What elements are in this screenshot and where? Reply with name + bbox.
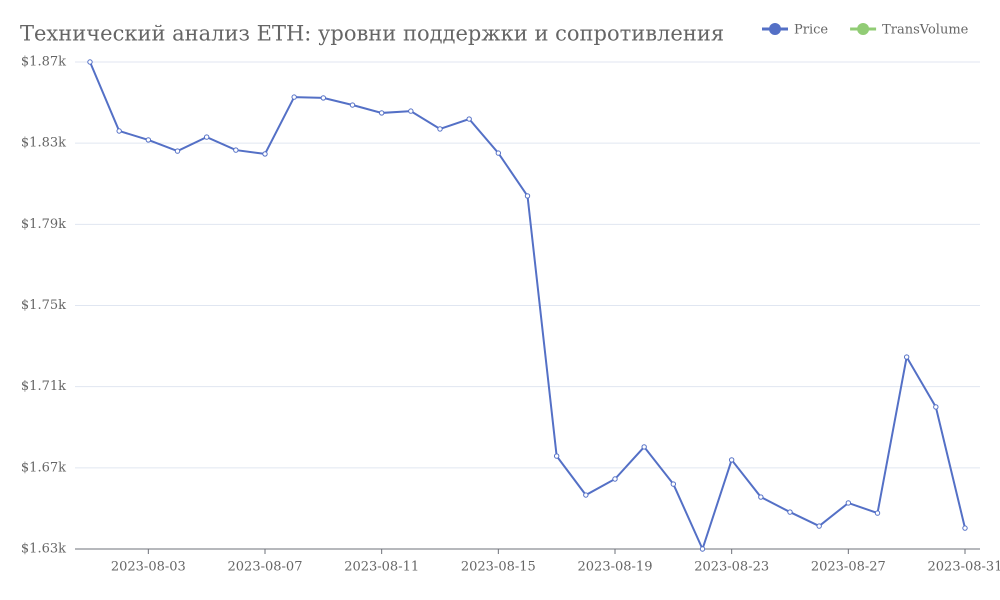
point: [845, 500, 852, 506]
point: [583, 492, 589, 498]
y-tick-label: $1.83k: [21, 136, 66, 151]
point: [203, 134, 210, 140]
point: [349, 102, 356, 108]
point: [933, 404, 939, 410]
x-tick-label: 2023-08-31: [928, 560, 1000, 575]
x-tick-label: 2023-08-03: [111, 560, 186, 575]
point: [728, 457, 735, 463]
point: [962, 525, 968, 531]
point: [787, 509, 793, 515]
y-tick-label: $1.87k: [21, 55, 66, 70]
y-tick-label: $1.75k: [21, 298, 66, 313]
x-tick-label: 2023-08-07: [228, 560, 303, 575]
point: [641, 444, 647, 450]
point: [903, 354, 910, 360]
legend-label: Price: [794, 23, 828, 38]
point: [87, 59, 93, 65]
point: [262, 151, 268, 157]
y-tick-label: $1.63k: [21, 542, 66, 557]
point: [116, 128, 122, 134]
point: [524, 193, 531, 199]
point: [466, 116, 472, 122]
point: [670, 481, 677, 487]
point: [437, 126, 443, 132]
point: [233, 147, 239, 153]
x-tick-label: 2023-08-11: [344, 560, 419, 575]
point: [320, 95, 327, 101]
point: [758, 494, 764, 500]
point: [408, 108, 414, 114]
point: [612, 476, 618, 482]
point: [291, 94, 297, 100]
y-tick-label: $1.67k: [21, 460, 66, 475]
legend-label: TransVolume: [882, 23, 969, 38]
point: [553, 453, 560, 459]
y-tick-label: $1.71k: [21, 379, 66, 394]
legend-swatch: [857, 23, 870, 35]
x-tick-label: 2023-08-23: [694, 560, 769, 575]
chart-title: Технический анализ ETH: уровни поддержки…: [20, 22, 724, 46]
point: [145, 137, 152, 143]
legend-swatch: [769, 23, 781, 35]
x-tick-label: 2023-08-27: [811, 560, 886, 575]
point: [495, 150, 502, 156]
x-tick-label: 2023-08-15: [461, 560, 536, 575]
y-tick-label: $1.79k: [21, 217, 66, 232]
point: [174, 148, 181, 154]
point: [874, 510, 881, 516]
point: [816, 523, 822, 529]
point: [378, 110, 385, 116]
point: [699, 546, 706, 552]
x-tick-label: 2023-08-19: [578, 560, 653, 575]
